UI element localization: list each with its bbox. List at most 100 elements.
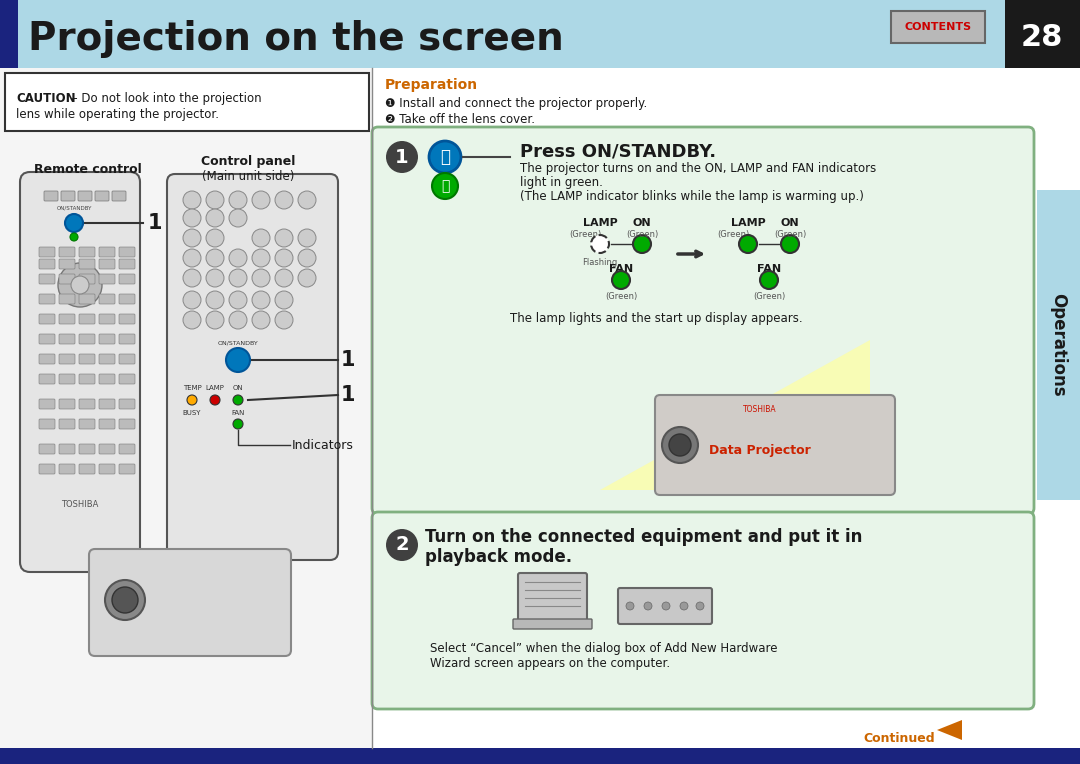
FancyBboxPatch shape <box>59 274 75 284</box>
Circle shape <box>206 291 224 309</box>
Circle shape <box>183 249 201 267</box>
FancyBboxPatch shape <box>79 374 95 384</box>
FancyBboxPatch shape <box>5 73 369 131</box>
Text: 1: 1 <box>148 213 162 233</box>
Text: Select “Cancel” when the dialog box of Add New Hardware: Select “Cancel” when the dialog box of A… <box>430 642 778 655</box>
Circle shape <box>275 229 293 247</box>
FancyBboxPatch shape <box>39 294 55 304</box>
Text: TOSHIBA: TOSHIBA <box>62 500 98 509</box>
Circle shape <box>781 235 799 253</box>
Text: Data Projector: Data Projector <box>710 443 811 457</box>
Text: (Green): (Green) <box>774 230 806 239</box>
FancyBboxPatch shape <box>79 334 95 344</box>
Circle shape <box>739 235 757 253</box>
FancyBboxPatch shape <box>99 444 114 454</box>
Circle shape <box>206 311 224 329</box>
FancyBboxPatch shape <box>79 464 95 474</box>
FancyBboxPatch shape <box>119 314 135 324</box>
Circle shape <box>183 229 201 247</box>
Text: Remote control: Remote control <box>35 163 141 176</box>
Text: – Do not look into the projection: – Do not look into the projection <box>68 92 261 105</box>
FancyBboxPatch shape <box>119 259 135 269</box>
FancyBboxPatch shape <box>39 247 55 257</box>
FancyBboxPatch shape <box>119 464 135 474</box>
Polygon shape <box>600 340 870 490</box>
Circle shape <box>183 191 201 209</box>
Text: Operations: Operations <box>1049 293 1067 397</box>
Circle shape <box>229 291 247 309</box>
Text: 1: 1 <box>341 385 355 405</box>
FancyBboxPatch shape <box>119 274 135 284</box>
FancyBboxPatch shape <box>99 259 114 269</box>
FancyBboxPatch shape <box>95 191 109 201</box>
Text: ⏻: ⏻ <box>441 179 449 193</box>
Circle shape <box>275 269 293 287</box>
FancyBboxPatch shape <box>59 419 75 429</box>
Circle shape <box>112 587 138 613</box>
Text: ON: ON <box>633 218 651 228</box>
Text: lens while operating the projector.: lens while operating the projector. <box>16 108 219 121</box>
Circle shape <box>644 602 652 610</box>
Text: TOSHIBA: TOSHIBA <box>743 405 777 414</box>
Circle shape <box>696 602 704 610</box>
Text: ON: ON <box>232 385 243 391</box>
FancyBboxPatch shape <box>119 399 135 409</box>
Circle shape <box>275 311 293 329</box>
Text: BUSY: BUSY <box>183 410 201 416</box>
Circle shape <box>58 263 102 307</box>
FancyBboxPatch shape <box>119 419 135 429</box>
Text: LAMP: LAMP <box>205 385 225 391</box>
Circle shape <box>183 311 201 329</box>
FancyBboxPatch shape <box>372 127 1034 514</box>
Circle shape <box>210 395 220 405</box>
Bar <box>1037 190 1080 500</box>
Text: ❷ Take off the lens cover.: ❷ Take off the lens cover. <box>384 113 535 126</box>
Text: LAMP: LAMP <box>731 218 766 228</box>
Circle shape <box>252 191 270 209</box>
FancyBboxPatch shape <box>39 444 55 454</box>
Text: ON: ON <box>781 218 799 228</box>
Text: (Green): (Green) <box>753 292 785 301</box>
Bar <box>1005 0 1080 68</box>
Bar <box>0 748 1080 764</box>
FancyBboxPatch shape <box>119 247 135 257</box>
Text: TEMP: TEMP <box>183 385 201 391</box>
FancyBboxPatch shape <box>79 444 95 454</box>
Text: Wizard screen appears on the computer.: Wizard screen appears on the computer. <box>430 657 670 670</box>
Circle shape <box>206 191 224 209</box>
Text: Projection on the screen: Projection on the screen <box>28 20 564 58</box>
Circle shape <box>187 395 197 405</box>
FancyBboxPatch shape <box>39 419 55 429</box>
Circle shape <box>612 271 630 289</box>
FancyBboxPatch shape <box>618 588 712 624</box>
FancyBboxPatch shape <box>78 191 92 201</box>
Circle shape <box>298 249 316 267</box>
Text: (The LAMP indicator blinks while the lamp is warming up.): (The LAMP indicator blinks while the lam… <box>519 190 864 203</box>
Text: Preparation: Preparation <box>384 78 478 92</box>
FancyBboxPatch shape <box>59 399 75 409</box>
Circle shape <box>206 229 224 247</box>
Text: FAN: FAN <box>609 264 633 274</box>
FancyBboxPatch shape <box>99 334 114 344</box>
FancyBboxPatch shape <box>44 191 58 201</box>
FancyBboxPatch shape <box>39 334 55 344</box>
FancyBboxPatch shape <box>79 314 95 324</box>
Circle shape <box>591 235 609 253</box>
Text: The projector turns on and the ON, LAMP and FAN indicators: The projector turns on and the ON, LAMP … <box>519 162 876 175</box>
Circle shape <box>429 141 461 173</box>
Text: (Green): (Green) <box>626 230 658 239</box>
Bar <box>0 0 18 68</box>
FancyBboxPatch shape <box>119 294 135 304</box>
FancyBboxPatch shape <box>79 274 95 284</box>
Circle shape <box>432 173 458 199</box>
FancyBboxPatch shape <box>21 172 140 572</box>
Circle shape <box>298 229 316 247</box>
Circle shape <box>229 191 247 209</box>
Circle shape <box>71 276 89 294</box>
Text: Control panel: Control panel <box>201 155 295 168</box>
Text: playback mode.: playback mode. <box>426 548 572 566</box>
Circle shape <box>229 269 247 287</box>
FancyBboxPatch shape <box>654 395 895 495</box>
FancyBboxPatch shape <box>59 294 75 304</box>
FancyBboxPatch shape <box>167 174 338 560</box>
